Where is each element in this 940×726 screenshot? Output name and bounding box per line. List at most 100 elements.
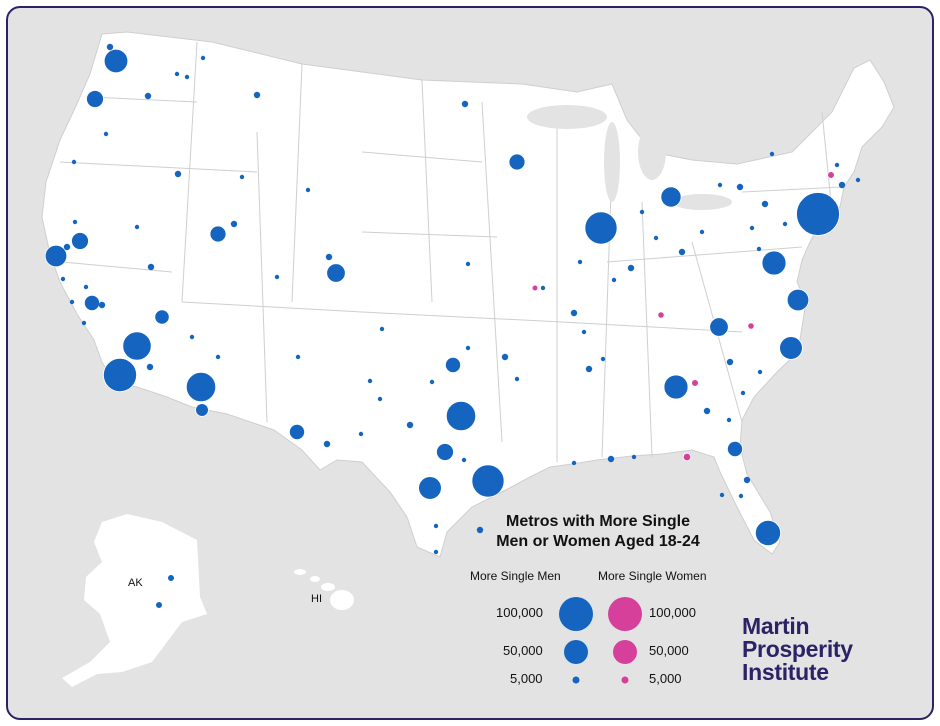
metro-men-bubble-minor [367,378,373,384]
metro-men-bubble-minor [703,407,711,415]
logo-line1: Martin [742,613,810,639]
metro-men-bubble-minor [838,181,846,189]
metro-men-bubble-minor [406,421,414,429]
metro-men-bubble-minor [465,261,471,267]
martin-prosperity-logo: Martin Prosperity Institute [742,615,853,684]
metro-men-bubble-minor [146,363,154,371]
lake-superior [527,105,607,129]
metro-men-bubble-minor [719,492,725,498]
metro-men-bubble-minor [726,417,732,423]
metro-men-bubble-minor [699,229,705,235]
metro-men-bubble-minor [433,549,439,555]
metro-men-bubble-minor [83,284,89,290]
alaska-land [62,514,207,687]
metro-men-bubble-minor [69,299,75,305]
legend-women-50000-label: 50,000 [649,643,689,658]
metro-men-bubble-el-paso [288,423,305,440]
legend-men-header: More Single Men [470,569,561,583]
metro-men-bubble-minor [323,440,331,448]
metro-men-bubble-alaska [168,575,174,581]
legend-women-header: More Single Women [598,569,707,583]
metro-men-bubble-minor [611,277,617,283]
metro-men-bubble-fresno [84,294,101,311]
metro-men-bubble-minor [465,345,471,351]
metro-women-bubble-kansas-city [531,284,539,292]
metro-men-bubble-denver [326,263,346,283]
metro-men-bubble-salt-lake-city [209,225,227,243]
metro-men-bubble-san-antonio [418,476,442,500]
legend-men-100000-label: 100,000 [496,605,543,620]
metro-men-bubble-jacksonville [727,440,744,457]
metro-men-bubble-minor [106,43,114,51]
metro-men-bubble-minor [571,460,577,466]
metro-men-bubble-san-diego [122,331,152,361]
metro-men-bubble-minor [757,369,763,375]
metro-men-bubble-minor [461,457,467,463]
metro-men-bubble-minor [215,354,221,360]
metro-men-bubble-minor [631,454,637,460]
metro-men-bubble-portland [86,90,104,108]
metro-men-bubble-minor [184,74,190,80]
metro-men-bubble-atlanta [663,374,689,400]
metro-men-bubble-los-angeles [103,357,138,392]
women-metro-bubbles [531,171,835,462]
metro-men-bubble-minor [639,209,645,215]
legend-women-5000-label: 5,000 [649,671,682,686]
metro-men-bubble-minor [379,326,385,332]
metro-men-bubble-washington [761,250,787,276]
metro-men-bubble-minor [71,159,77,165]
lake-huron [638,124,666,180]
logo-line2: Prosperity [742,636,853,662]
metro-men-bubble-san-francisco [44,244,68,268]
metro-men-bubble-norfolk [779,336,803,360]
metro-men-bubble-minor [782,221,788,227]
map-canvas [41,31,895,687]
state-borders [59,41,843,462]
legend-men-5000-bubble [572,676,580,684]
metro-men-bubble-minor [756,246,762,252]
metro-men-bubble-new-york [796,192,840,236]
metro-men-bubble-phoenix [185,371,217,403]
legend-women-100000-label: 100,000 [649,605,696,620]
metro-men-bubble-minor [189,334,195,340]
metro-men-bubble-tucson [195,403,209,417]
metro-women-bubble-tallahassee [682,452,692,462]
metro-men-bubble-minor [607,455,615,463]
metro-men-bubble-minor [81,320,87,326]
lake-michigan [604,122,620,202]
metro-men-bubble-minor [295,354,301,360]
legend-title-line1: Metros with More Single [505,513,690,530]
metro-women-bubble-lexington [657,311,665,319]
metro-men-bubble-minor [72,219,78,225]
metro-women-bubble-augusta [691,379,699,387]
metro-men-bubble-minor [514,376,520,382]
metro-men-bubble-minor [581,329,587,335]
metro-men-bubble-minor [461,100,469,108]
metro-men-bubble-alaska [156,602,162,608]
metro-men-bubble-minor [627,264,635,272]
metro-men-bubble-minor [305,187,311,193]
legend-men-50000-label: 50,000 [503,643,543,658]
logo-line3: Institute [742,659,829,685]
metro-men-bubble-minor [134,224,140,230]
metro-men-bubble-minor [749,225,755,231]
metro-men-bubble-minor [769,151,775,157]
metro-men-bubble-minor [98,301,106,309]
metro-men-bubble-minor [476,526,484,534]
lake-erie [672,194,732,210]
metro-men-bubble-minor [501,353,509,361]
metro-men-bubble-minor [230,220,238,228]
metro-men-bubble-dallas [445,400,477,432]
metro-men-bubble-minor [200,55,206,61]
metro-men-bubble-sacramento [71,232,89,250]
legend-men-5000-label: 5,000 [510,671,543,686]
map-frame [6,6,934,720]
metro-men-bubble-minneapolis [508,153,526,171]
metro-men-bubble-minor [577,259,583,265]
legend-men-100000-bubble [559,597,593,631]
metro-men-bubble-minor [325,253,333,261]
metro-men-bubble-minor [740,390,746,396]
metro-men-bubble-chicago [584,211,618,245]
metro-men-bubble-detroit [660,186,682,208]
metro-men-bubble-minor [736,183,744,191]
